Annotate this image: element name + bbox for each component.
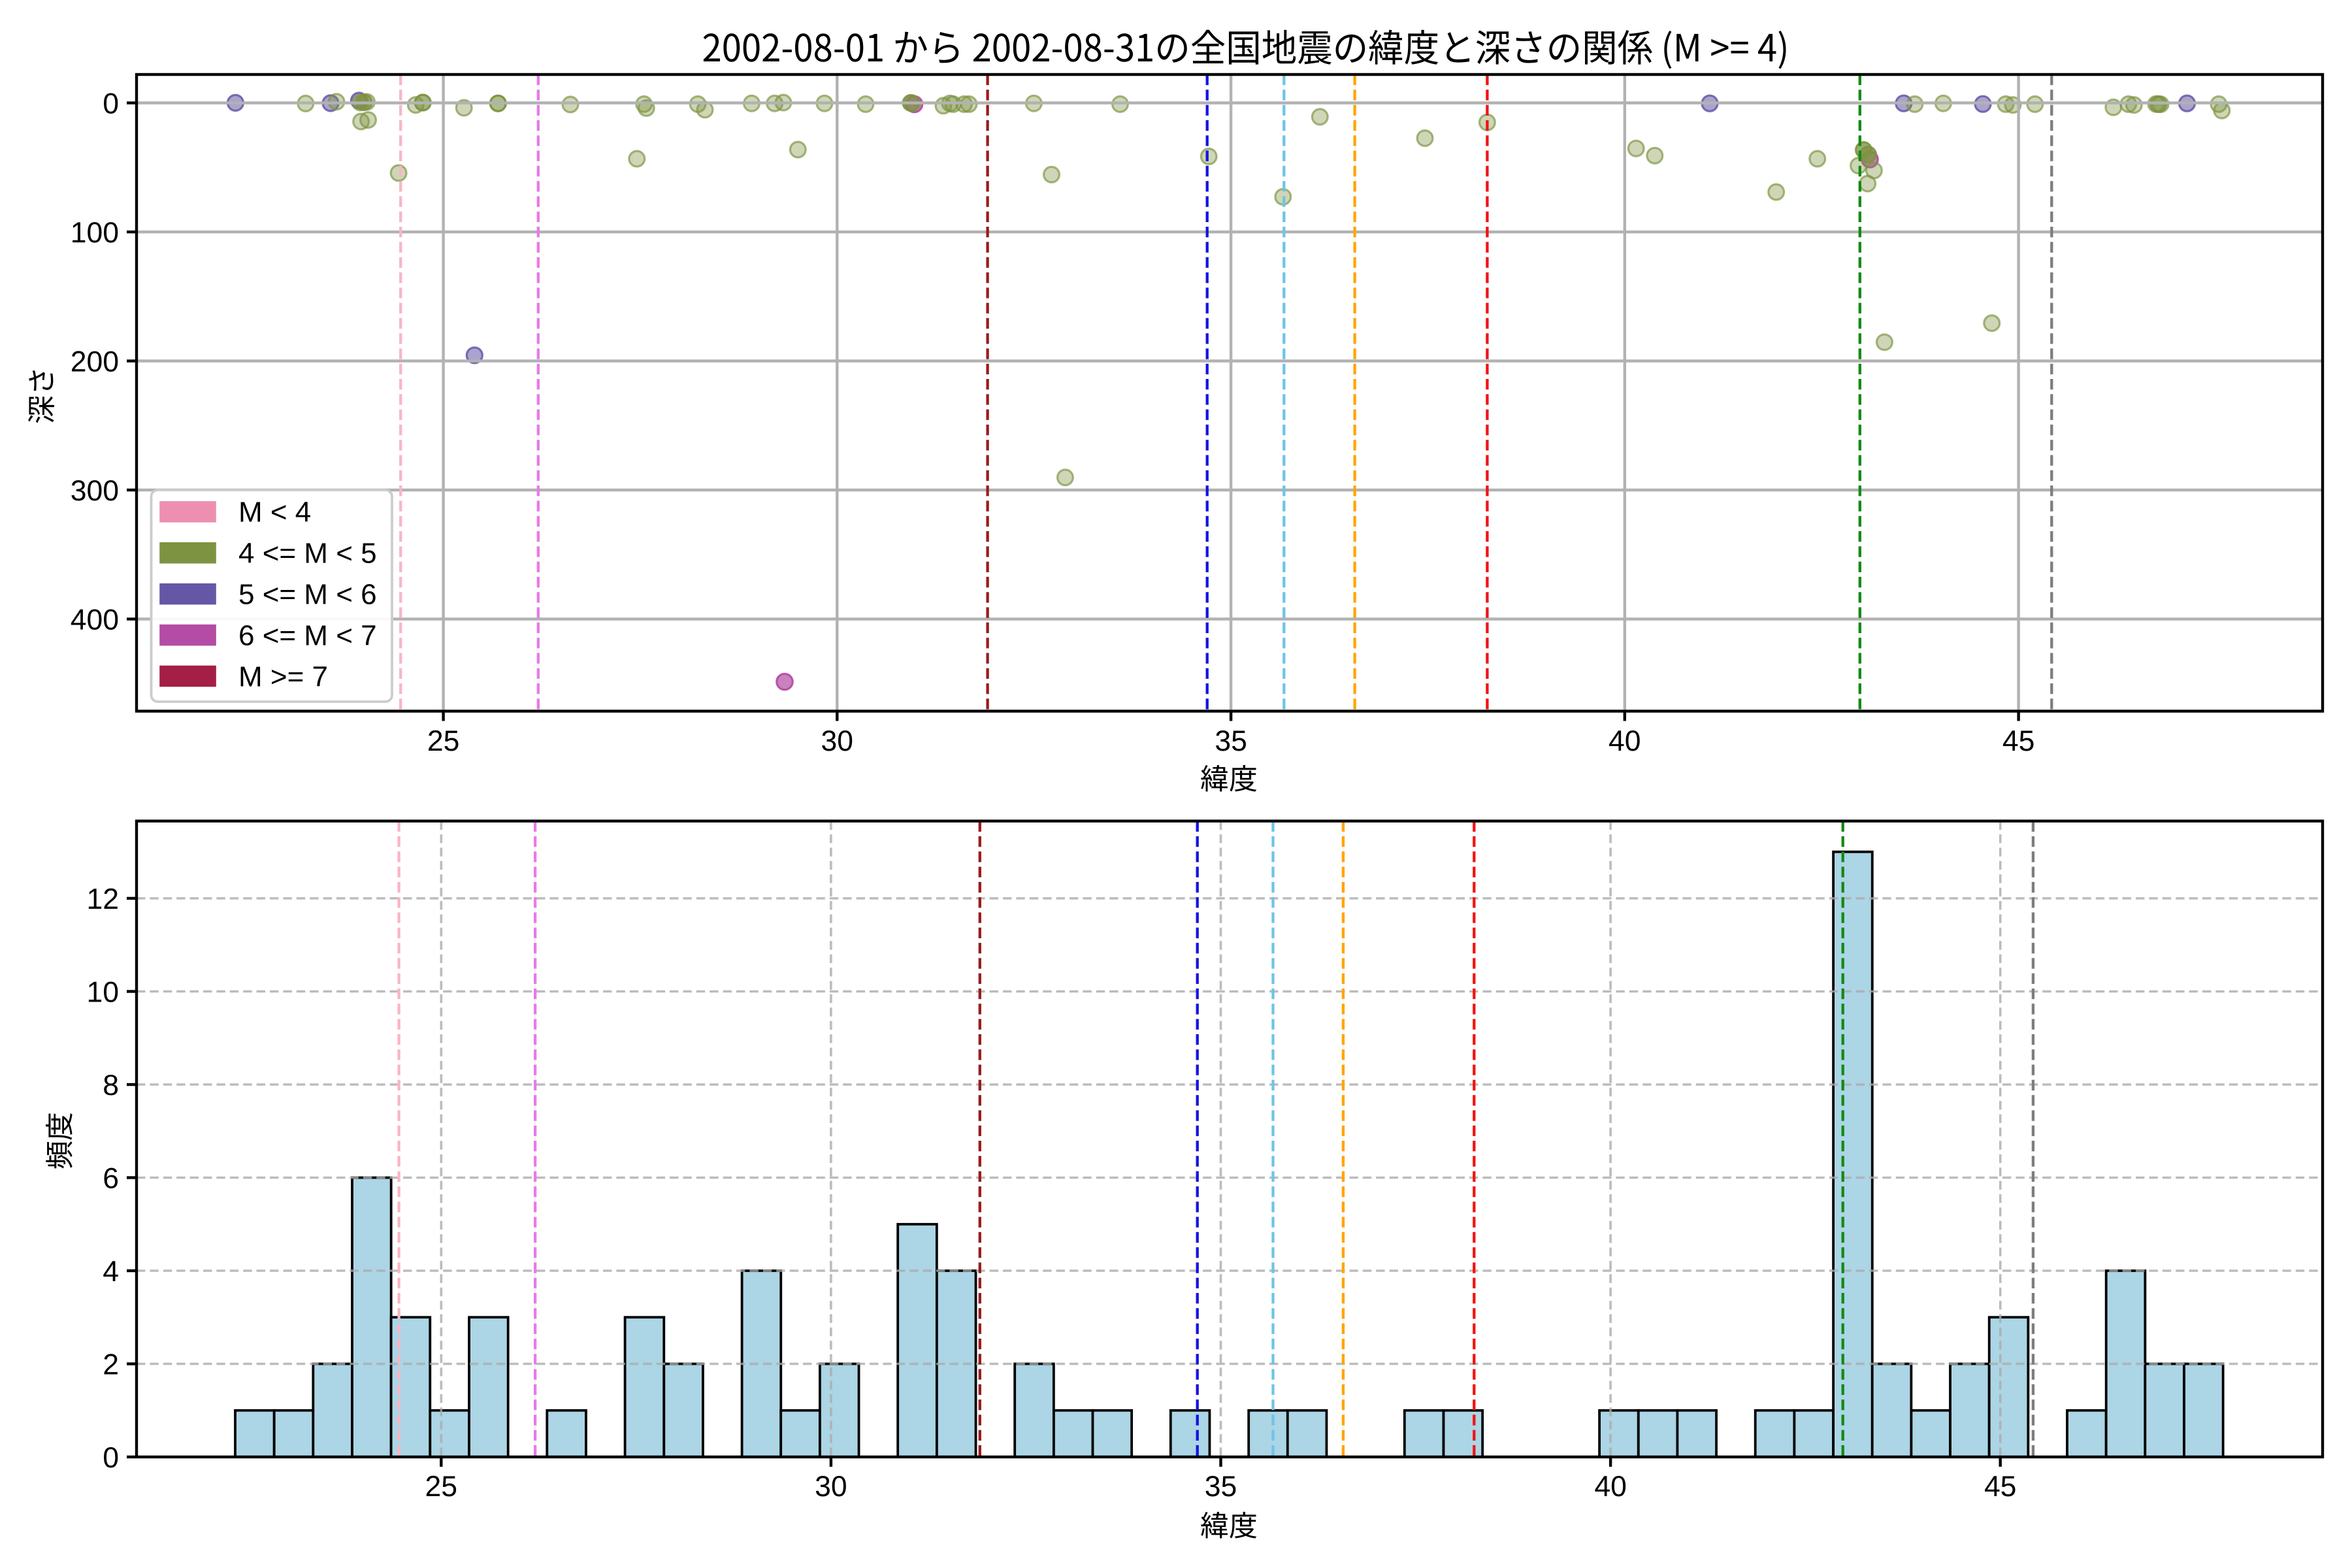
svg-text:12: 12 (87, 883, 120, 915)
svg-text:25: 25 (425, 1471, 458, 1503)
svg-text:4 <= M < 5: 4 <= M < 5 (238, 538, 377, 570)
svg-text:4: 4 (103, 1256, 119, 1288)
svg-text:100: 100 (71, 217, 119, 249)
svg-text:45: 45 (1984, 1471, 2017, 1503)
svg-text:300: 300 (71, 475, 119, 507)
svg-text:10: 10 (87, 976, 120, 1008)
svg-text:8: 8 (103, 1070, 119, 1102)
svg-text:30: 30 (821, 725, 854, 757)
svg-text:0: 0 (103, 1442, 119, 1474)
svg-text:400: 400 (71, 604, 119, 636)
svg-text:200: 200 (71, 346, 119, 378)
svg-text:6 <= M < 7: 6 <= M < 7 (238, 619, 377, 651)
svg-text:35: 35 (1215, 725, 1247, 757)
svg-text:2: 2 (103, 1348, 119, 1380)
svg-text:30: 30 (815, 1471, 847, 1503)
svg-text:40: 40 (1609, 725, 1641, 757)
svg-text:40: 40 (1594, 1471, 1627, 1503)
svg-text:6: 6 (103, 1162, 119, 1194)
svg-text:M < 4: M < 4 (238, 497, 311, 529)
svg-text:25: 25 (427, 725, 460, 757)
svg-text:35: 35 (1205, 1471, 1237, 1503)
svg-text:M >= 7: M >= 7 (238, 661, 328, 693)
svg-text:5 <= M < 6: 5 <= M < 6 (238, 579, 377, 611)
svg-text:45: 45 (2002, 725, 2035, 757)
svg-text:0: 0 (103, 88, 119, 120)
